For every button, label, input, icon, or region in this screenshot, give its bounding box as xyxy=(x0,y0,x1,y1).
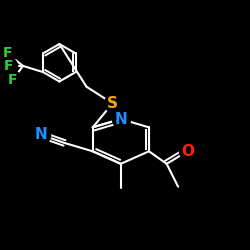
Text: N: N xyxy=(114,112,127,126)
Text: N: N xyxy=(34,127,47,142)
Text: F: F xyxy=(4,59,13,73)
Text: O: O xyxy=(181,144,194,159)
Text: F: F xyxy=(2,46,12,60)
Text: F: F xyxy=(8,74,17,88)
Text: S: S xyxy=(107,96,118,111)
